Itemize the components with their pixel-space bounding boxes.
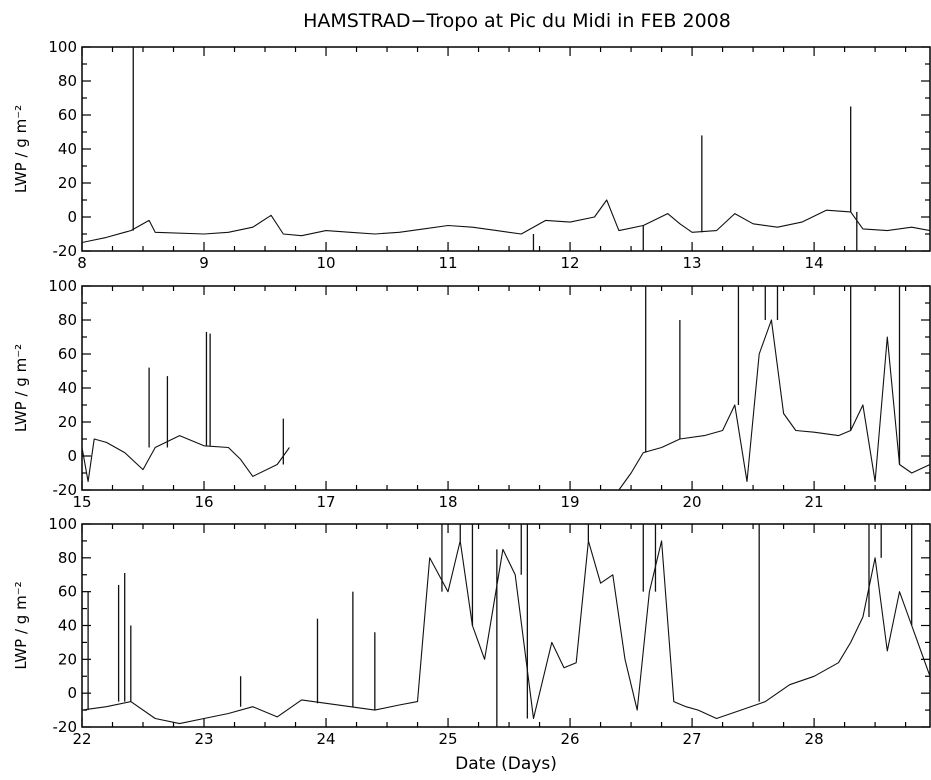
y-tick-label: 100 <box>48 515 77 533</box>
x-tick-label: 9 <box>199 254 209 272</box>
plot-frame <box>81 285 931 491</box>
series-line <box>82 540 930 725</box>
x-tick-label: 22 <box>72 730 91 748</box>
series-line <box>82 199 930 244</box>
y-axis-label: LWP / g m⁻² <box>12 581 30 669</box>
y-axis-label: LWP / g m⁻² <box>12 105 30 193</box>
x-tick-label: 18 <box>438 493 457 511</box>
x-axis-label: Date (Days) <box>455 754 557 774</box>
x-tick-label: 25 <box>438 730 457 748</box>
x-tick-label: 19 <box>561 493 580 511</box>
y-tick-label: 80 <box>58 549 77 567</box>
x-tick-label: 10 <box>316 254 335 272</box>
series-lwp <box>82 286 930 490</box>
x-tick-label: 13 <box>683 254 702 272</box>
series-lwp <box>82 524 930 727</box>
x-tick-label: 21 <box>805 493 824 511</box>
series-lwp <box>82 47 930 251</box>
x-tick-label: 16 <box>194 493 213 511</box>
y-tick-label: 80 <box>58 72 77 90</box>
x-tick-label: 27 <box>683 730 702 748</box>
panel-top: -20 0 20 40 60 80 100 8 9 10 11 12 13 14 LWP / g m⁻² <box>12 38 931 272</box>
x-tick-label: 11 <box>438 254 457 272</box>
series-line <box>82 319 930 490</box>
y-tick-label: 60 <box>58 345 77 363</box>
y-tick-label: 80 <box>58 311 77 329</box>
y-tick-label: -20 <box>53 481 78 499</box>
x-tick-label: 14 <box>805 254 824 272</box>
x-tick-label: 20 <box>683 493 702 511</box>
x-tick-label: 28 <box>805 730 824 748</box>
y-tick-label: 20 <box>58 650 77 668</box>
y-tick-label: 0 <box>67 208 77 226</box>
chart-title: HAMSTRAD−Tropo at Pic du Midi in FEB 200… <box>303 10 731 32</box>
x-tick-label: 26 <box>561 730 580 748</box>
plot-frame <box>81 46 931 252</box>
y-tick-label: 0 <box>67 684 77 702</box>
panel-middle: -20 0 20 40 60 80 100 15 16 17 18 19 20 21 LWP / g m⁻² <box>12 277 931 511</box>
y-tick-label: 40 <box>58 379 77 397</box>
plot-frame <box>81 523 931 728</box>
y-tick-label: 60 <box>58 583 77 601</box>
x-tick-label: 12 <box>561 254 580 272</box>
x-tick-label: 8 <box>77 254 87 272</box>
y-tick-label: 20 <box>58 174 77 192</box>
x-tick-label: 15 <box>72 493 91 511</box>
y-tick-label: 0 <box>67 447 77 465</box>
y-axis-label: LWP / g m⁻² <box>12 344 30 432</box>
y-tick-label: 20 <box>58 413 77 431</box>
y-tick-label: 60 <box>58 106 77 124</box>
panel-bottom: -20 0 20 40 60 80 100 22 23 24 25 26 27 28 LWP / g m⁻²… <box>12 515 931 774</box>
y-tick-label: 40 <box>58 140 77 158</box>
y-tick-label: 100 <box>48 38 77 56</box>
y-tick-label: -20 <box>53 242 78 260</box>
x-tick-label: 23 <box>194 730 213 748</box>
y-tick-label: 40 <box>58 617 77 635</box>
y-tick-label: 100 <box>48 277 77 295</box>
x-tick-label: 24 <box>316 730 335 748</box>
y-tick-label: -20 <box>53 718 78 736</box>
x-tick-label: 17 <box>316 493 335 511</box>
